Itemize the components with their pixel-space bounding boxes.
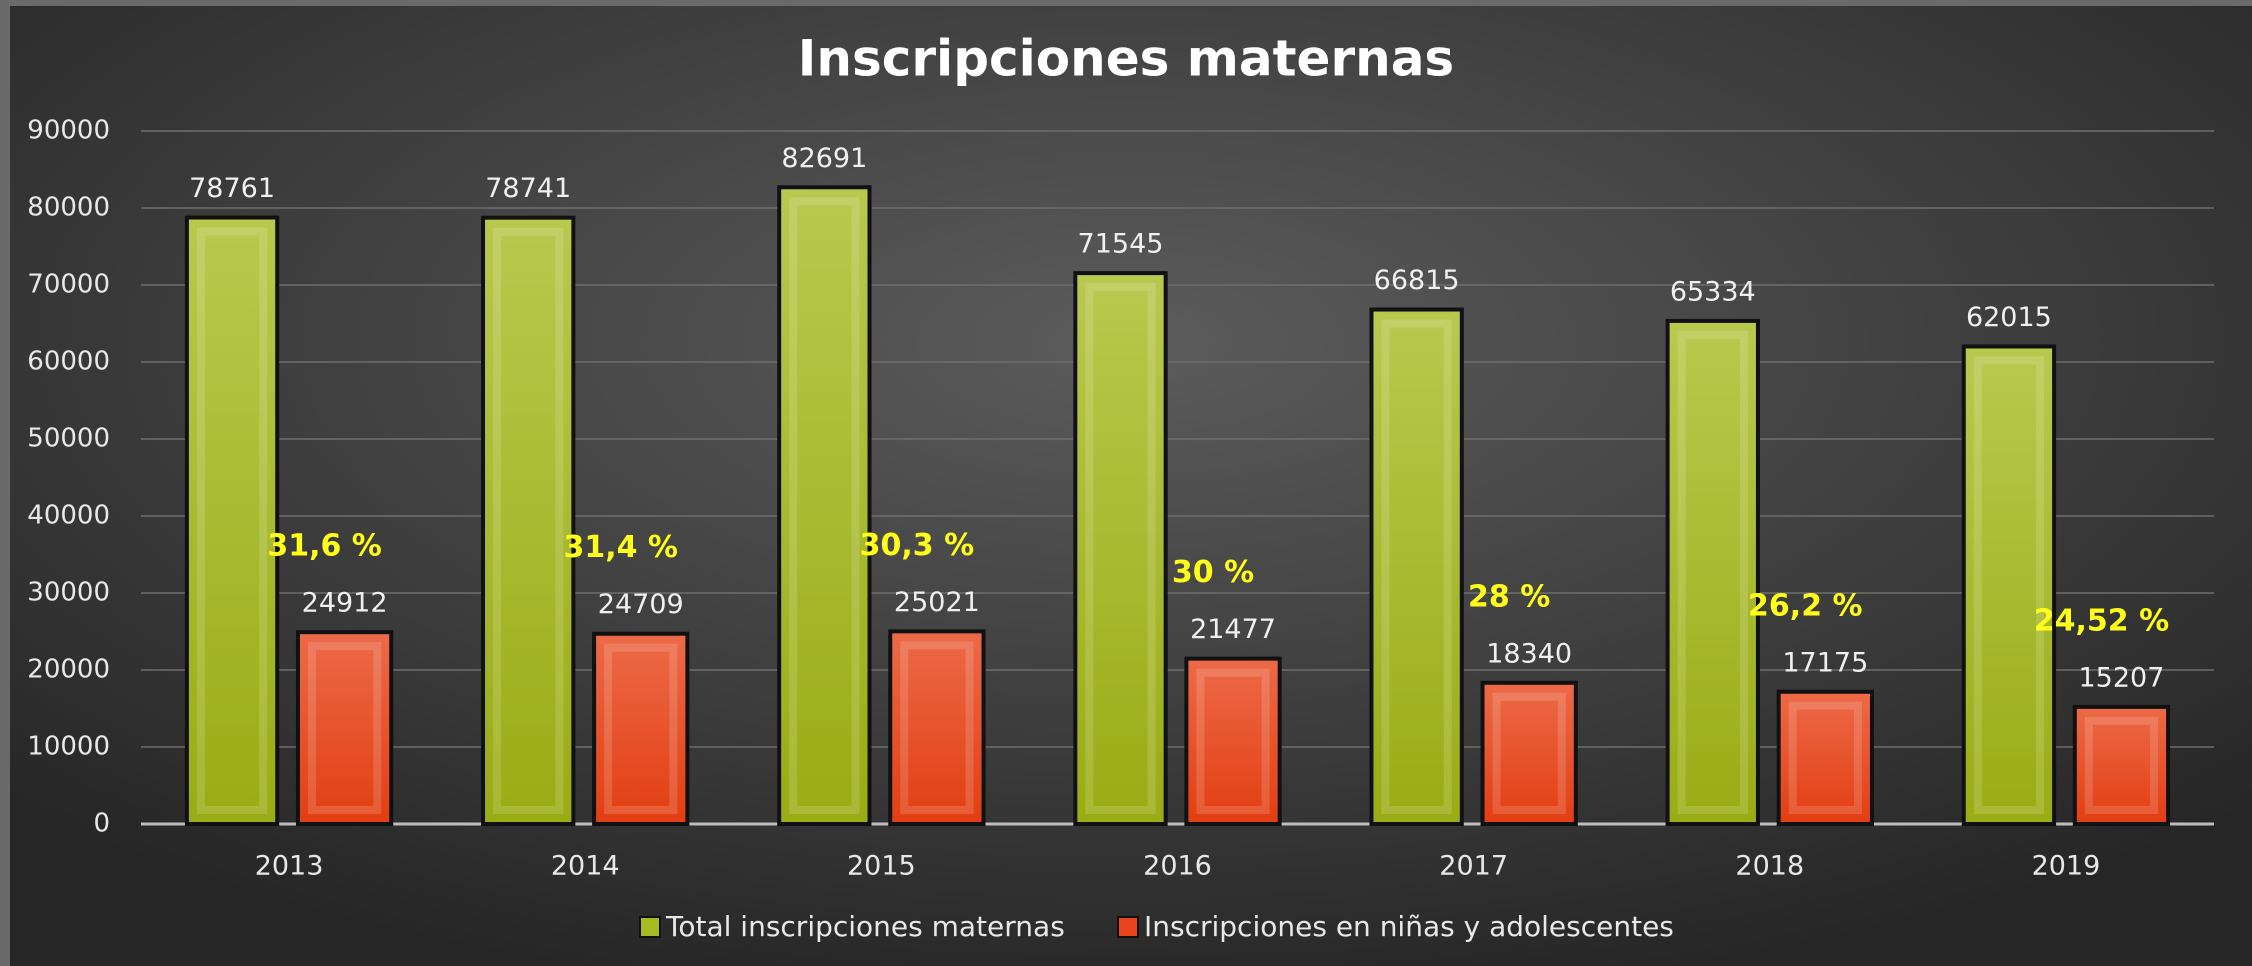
bar	[295, 630, 394, 827]
y-tick-label: 20000	[27, 655, 110, 685]
bar-inner	[2084, 716, 2159, 815]
bar-inner	[1973, 356, 2045, 814]
bar-inner	[1492, 692, 1566, 814]
bar	[592, 631, 690, 827]
annotation: 30 %	[1172, 555, 1254, 590]
bar	[1369, 307, 1464, 827]
data-label: 78761	[189, 173, 275, 204]
legend-swatch	[1117, 916, 1139, 938]
data-label: 17175	[1782, 647, 1868, 678]
data-label: 24709	[598, 589, 684, 620]
bar	[1665, 318, 1760, 826]
bar-inner	[789, 197, 860, 814]
data-label: 21477	[1190, 614, 1276, 645]
bar	[481, 215, 576, 827]
bar-inner	[1788, 701, 1862, 814]
y-tick-label: 70000	[27, 270, 110, 300]
data-label: 82691	[781, 143, 867, 174]
bar-inner	[493, 227, 564, 815]
data-label: 15207	[2079, 662, 2165, 693]
y-tick-label: 10000	[27, 732, 110, 762]
legend-label: Inscripciones en niñas y adolescentes	[1144, 910, 1674, 943]
y-tick-label: 80000	[27, 193, 110, 223]
y-tick-label: 50000	[27, 424, 110, 454]
data-label: 24912	[302, 588, 388, 619]
data-label: 62015	[1966, 302, 2052, 333]
data-label: 18340	[1486, 638, 1572, 669]
bar-inner	[1677, 330, 1748, 814]
bar-inner	[1381, 319, 1452, 814]
bar	[1480, 680, 1578, 826]
x-tick-label: 2013	[255, 851, 324, 882]
annotation: 24,52 %	[2034, 603, 2169, 638]
x-tick-label: 2015	[847, 851, 916, 882]
bar-inner	[1196, 668, 1270, 814]
data-label: 25021	[894, 587, 980, 618]
bar-inner	[604, 643, 678, 815]
annotation: 31,4 %	[563, 530, 678, 565]
bar	[184, 215, 280, 827]
bar	[1073, 271, 1168, 826]
legend-swatch	[639, 916, 661, 938]
y-tick-label: 40000	[27, 501, 110, 531]
y-tick-label: 60000	[27, 347, 110, 377]
annotation: 26,2 %	[1748, 588, 1863, 623]
bar	[1184, 656, 1282, 826]
data-label: 71545	[1078, 229, 1164, 260]
data-label: 78741	[485, 173, 571, 204]
bar-inner	[900, 641, 974, 815]
bar-inner	[307, 642, 382, 815]
bar	[2072, 704, 2171, 827]
legend-label: Total inscripciones maternas	[665, 910, 1065, 943]
x-tick-label: 2018	[1735, 851, 1804, 882]
bar	[888, 629, 986, 827]
x-tick-label: 2019	[2032, 851, 2101, 882]
y-tick-label: 90000	[27, 116, 110, 146]
x-tick-label: 2017	[1439, 851, 1508, 882]
annotation: 28 %	[1468, 579, 1550, 614]
annotation: 30,3 %	[860, 528, 975, 563]
x-tick-label: 2016	[1143, 851, 1212, 882]
data-label: 65334	[1670, 276, 1756, 307]
bar-inner	[196, 227, 268, 815]
data-label: 66815	[1374, 265, 1460, 296]
bar	[777, 185, 872, 826]
bar-inner	[1085, 283, 1156, 814]
bar	[1961, 344, 2057, 826]
annotation: 31,6 %	[267, 529, 382, 564]
chart-title: Inscripciones maternas	[798, 30, 1454, 88]
bar	[1776, 689, 1874, 826]
y-tick-label: 0	[93, 809, 110, 839]
x-tick-label: 2014	[551, 851, 620, 882]
y-tick-label: 30000	[27, 578, 110, 608]
